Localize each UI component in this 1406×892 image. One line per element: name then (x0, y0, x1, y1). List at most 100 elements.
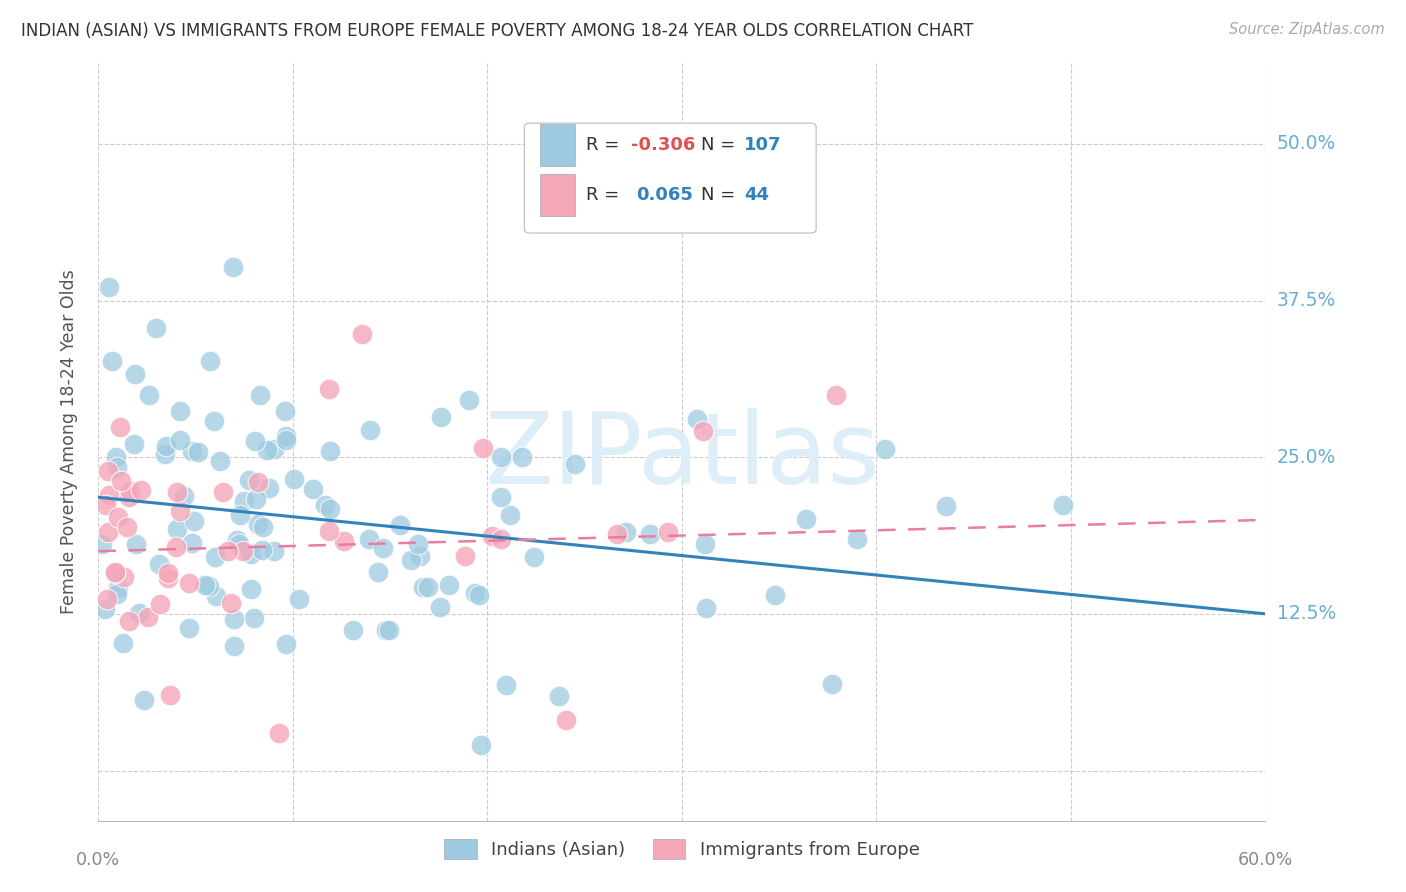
Point (124, 367, 146, 381)
Point (173, 489, 195, 503)
Point (97, 280, 120, 294)
Point (112, 570, 135, 584)
Point (101, 354, 124, 368)
Point (104, 565, 127, 579)
Point (157, 566, 180, 580)
Point (111, 636, 134, 650)
Point (169, 504, 191, 518)
Point (91, 537, 114, 551)
Y-axis label: Female Poverty Among 18-24 Year Olds: Female Poverty Among 18-24 Year Olds (59, 269, 77, 614)
Point (388, 518, 411, 533)
Text: Source: ZipAtlas.com: Source: ZipAtlas.com (1229, 22, 1385, 37)
Point (104, 450, 127, 465)
Point (489, 533, 512, 547)
Point (104, 566, 127, 581)
Text: N =: N = (700, 136, 741, 154)
Point (350, 327, 373, 342)
Text: 0.0%: 0.0% (76, 851, 121, 869)
Point (794, 512, 817, 526)
Point (470, 739, 492, 753)
Point (283, 472, 305, 486)
Point (177, 621, 200, 635)
Text: N =: N = (700, 186, 747, 204)
Point (246, 516, 269, 531)
Point (318, 383, 340, 397)
Point (149, 597, 172, 611)
Point (232, 544, 254, 558)
Point (249, 388, 271, 402)
Point (166, 485, 188, 500)
FancyBboxPatch shape (524, 123, 815, 233)
Point (239, 582, 262, 597)
Point (481, 529, 503, 543)
Point (614, 525, 637, 540)
Point (211, 484, 233, 499)
Point (695, 601, 717, 615)
Point (314, 498, 336, 512)
Point (107, 510, 129, 524)
Point (110, 474, 132, 488)
Point (406, 537, 429, 551)
Point (555, 714, 578, 728)
Text: 107: 107 (744, 136, 782, 154)
Point (269, 726, 291, 740)
Point (472, 442, 495, 456)
Point (464, 586, 486, 600)
Point (138, 388, 160, 402)
Text: INDIAN (ASIAN) VS IMMIGRANTS FROM EUROPE FEMALE POVERTY AMONG 18-24 YEAR OLDS CO: INDIAN (ASIAN) VS IMMIGRANTS FROM EUROPE… (21, 22, 973, 40)
Point (169, 433, 191, 447)
Text: 50.0%: 50.0% (1277, 135, 1336, 153)
Point (430, 410, 453, 425)
Point (274, 404, 297, 418)
Point (197, 579, 219, 593)
Point (165, 541, 187, 555)
Point (489, 490, 512, 504)
Point (129, 483, 152, 497)
Point (250, 542, 273, 557)
Point (233, 494, 256, 508)
Point (198, 354, 221, 368)
Point (118, 614, 141, 628)
Point (159, 688, 181, 702)
Point (243, 610, 266, 624)
Point (453, 549, 475, 563)
Point (219, 596, 242, 610)
Text: 37.5%: 37.5% (1277, 291, 1336, 310)
Point (134, 692, 156, 706)
Point (371, 541, 394, 555)
Point (94, 498, 117, 512)
Point (217, 543, 239, 558)
Point (499, 508, 522, 522)
Point (153, 447, 176, 461)
Point (510, 450, 533, 464)
Point (399, 553, 422, 567)
Point (252, 520, 274, 534)
Point (263, 442, 285, 456)
Point (243, 434, 266, 448)
Point (107, 581, 129, 595)
Point (367, 566, 389, 580)
Point (105, 460, 128, 475)
Text: 44: 44 (744, 186, 769, 204)
Point (256, 442, 278, 457)
Point (98, 487, 121, 501)
Point (115, 520, 138, 534)
Point (288, 592, 311, 607)
Point (457, 392, 479, 407)
Point (439, 578, 461, 592)
Point (657, 525, 679, 540)
Point (156, 571, 179, 585)
Point (302, 482, 325, 496)
Point (222, 639, 245, 653)
Point (276, 433, 298, 447)
Point (495, 677, 517, 691)
Text: ZIPatlas: ZIPatlas (484, 409, 880, 505)
Point (228, 537, 250, 551)
Text: R =: R = (586, 136, 626, 154)
Point (640, 526, 662, 541)
Text: 12.5%: 12.5% (1277, 605, 1336, 624)
Text: 60.0%: 60.0% (1237, 851, 1294, 869)
Point (180, 536, 202, 550)
Point (136, 610, 159, 624)
Point (686, 412, 709, 426)
